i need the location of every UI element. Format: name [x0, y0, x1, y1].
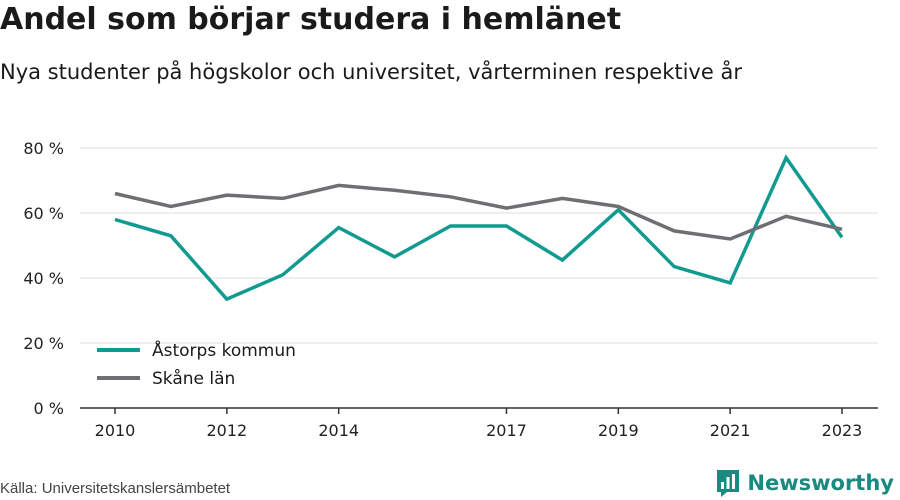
- brand-logo: Newsworthy: [715, 468, 894, 498]
- series-line: [114, 154, 844, 302]
- chart-title: Andel som börjar studera i hemlänet: [0, 2, 622, 37]
- newsworthy-logo-icon: [717, 470, 740, 497]
- series-line: [114, 183, 843, 241]
- x-tick-label: 2017: [486, 421, 527, 440]
- source-note: Källa: Universitetskanslersämbetet: [0, 480, 231, 497]
- y-tick-label: 80 %: [23, 139, 64, 158]
- x-tick-label: 2019: [598, 421, 639, 440]
- x-tick-label: 2012: [206, 421, 247, 440]
- x-tick-label: 2023: [822, 421, 863, 440]
- legend-label: Skåne län: [152, 368, 235, 389]
- chart-subtitle: Nya studenter på högskolor och universit…: [0, 60, 742, 84]
- line-chart: 0 % 20 % 40 % 60 % 80 % 2010 2012 2014 2017 2019 2…: [23, 139, 878, 440]
- y-tick-label: 40 %: [23, 269, 64, 288]
- y-tick-label: 0 %: [34, 399, 64, 418]
- brand-name: Newsworthy: [747, 471, 894, 495]
- x-tick-label: 2010: [95, 421, 136, 440]
- legend-label: Åstorps kommun: [152, 339, 296, 361]
- x-tick-label: 2014: [318, 421, 359, 440]
- y-tick-label: 20 %: [23, 334, 64, 353]
- y-tick-label: 60 %: [23, 204, 64, 223]
- x-tick-label: 2021: [710, 421, 751, 440]
